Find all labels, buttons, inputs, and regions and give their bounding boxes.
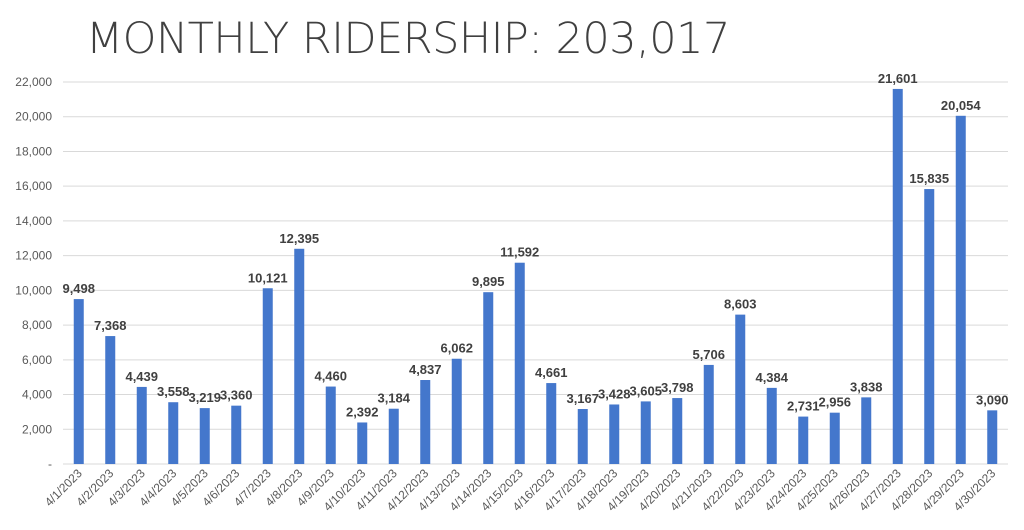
data-label: 3,184 [377, 391, 410, 406]
bar [546, 383, 557, 464]
bar [892, 88, 903, 464]
y-tick-label: 8,000 [22, 318, 52, 332]
y-tick-label: 4,000 [22, 388, 52, 402]
data-label: 3,558 [157, 384, 190, 399]
bar [766, 387, 777, 464]
data-label: 7,368 [94, 318, 127, 333]
bar [924, 189, 935, 464]
data-label: 3,360 [220, 388, 253, 403]
data-label: 21,601 [878, 71, 918, 86]
gridlines [63, 81, 1008, 465]
data-label: 4,384 [755, 370, 788, 385]
data-label: 6,062 [440, 341, 473, 356]
data-label: 3,219 [188, 390, 221, 405]
y-tick-label: 22,000 [15, 75, 52, 89]
data-label: 9,895 [472, 274, 505, 289]
bar [199, 408, 210, 464]
y-tick-label: 6,000 [22, 353, 52, 367]
data-label: 5,706 [692, 347, 725, 362]
y-tick-label: - [48, 457, 52, 471]
x-axis: 4/1/20234/2/20234/3/20234/4/20234/5/2023… [42, 466, 999, 514]
bar [483, 292, 494, 464]
y-tick-label: 10,000 [15, 283, 52, 297]
bar [325, 386, 336, 464]
y-tick-label: 14,000 [15, 214, 52, 228]
data-label: 3,167 [566, 391, 599, 406]
bar [735, 314, 746, 464]
bar [357, 422, 368, 464]
y-tick-label: 2,000 [22, 422, 52, 436]
bars [73, 88, 998, 464]
bar [829, 412, 840, 464]
data-label: 3,428 [598, 386, 631, 401]
data-label: 3,838 [850, 379, 883, 394]
bar [861, 397, 872, 464]
bar [987, 410, 998, 464]
bar [703, 364, 714, 464]
data-label: 2,392 [346, 404, 379, 419]
data-label: 2,956 [818, 395, 851, 410]
bar [105, 336, 116, 464]
bar [451, 358, 462, 464]
data-label: 4,460 [314, 369, 347, 384]
bar [294, 248, 305, 464]
data-label: 10,121 [248, 270, 288, 285]
data-label: 20,054 [941, 98, 982, 113]
data-label: 4,661 [535, 365, 568, 380]
bar [231, 405, 242, 464]
bar [168, 402, 179, 464]
bar [672, 398, 683, 464]
data-label: 3,090 [976, 392, 1009, 407]
bar [798, 416, 809, 464]
bar [262, 288, 273, 464]
bar [514, 262, 525, 464]
bar [420, 380, 431, 464]
bar [136, 386, 147, 464]
bar [388, 408, 399, 464]
y-axis: - 2,000 4,000 6,000 8,000 10,000 12,000 14,000 1… [15, 75, 52, 471]
bar [955, 115, 966, 464]
data-label: 9,498 [62, 281, 95, 296]
chart-title: MONTHLY RIDERSHIP: 203,017 [86, 14, 730, 64]
data-label: 11,592 [500, 245, 539, 260]
data-label: 2,731 [787, 399, 820, 414]
y-tick-label: 16,000 [15, 179, 52, 193]
bar [640, 401, 651, 464]
data-label: 3,798 [661, 380, 694, 395]
data-label: 15,835 [909, 171, 949, 186]
data-label: 8,603 [724, 297, 757, 312]
bar [73, 299, 84, 464]
bar [609, 404, 620, 464]
y-tick-label: 20,000 [15, 110, 52, 124]
y-tick-label: 18,000 [15, 144, 52, 158]
data-label: 3,605 [629, 383, 662, 398]
y-tick-label: 12,000 [15, 249, 52, 263]
data-label: 12,395 [279, 231, 319, 246]
data-label: 4,837 [409, 362, 442, 377]
data-label: 4,439 [125, 369, 158, 384]
bar [577, 409, 588, 464]
